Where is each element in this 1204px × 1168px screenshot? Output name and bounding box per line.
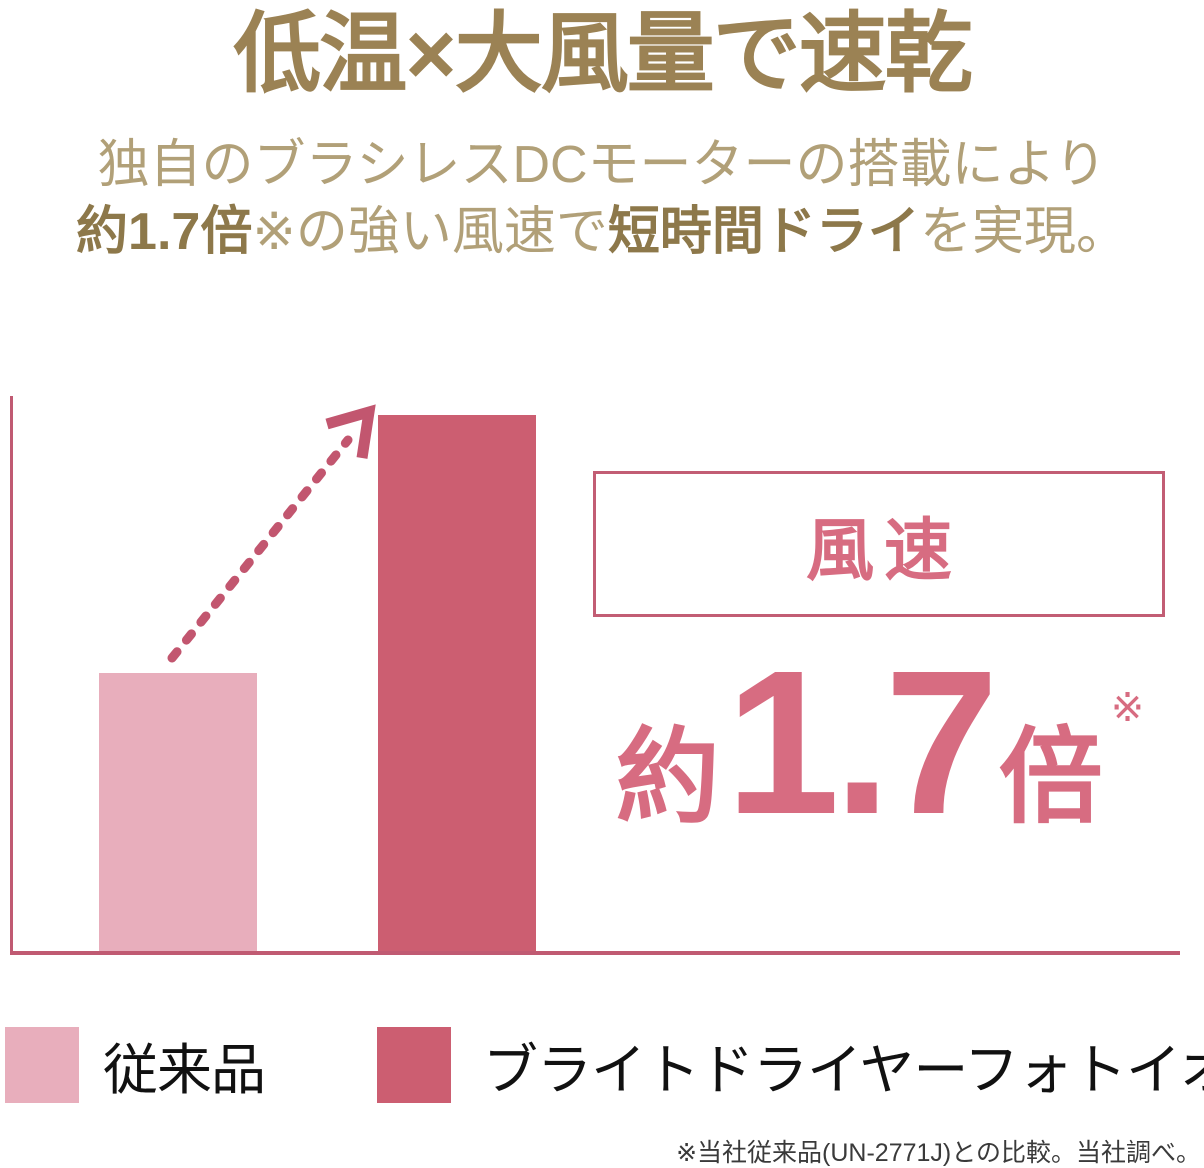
subtitle-line-1: 独自のブラシレスDCモーターの搭載により xyxy=(97,136,1107,194)
legend-item-bright-dryer: ブライトドライヤーフォトイオン xyxy=(377,1025,1204,1105)
legend-label-conventional: 従来品 xyxy=(103,1039,266,1101)
page-title: 低温×大風量で速乾 xyxy=(233,4,972,103)
subtitle-plain-1: ※の強い風速で xyxy=(252,203,608,261)
legend-swatch-bright-dryer xyxy=(377,1027,451,1103)
subtitle-emphasis-drytime: 短時間ドライ xyxy=(607,203,920,261)
subtitle-plain-2: を実現。 xyxy=(919,203,1128,261)
chart-y-axis xyxy=(10,396,13,955)
increase-arrow-icon xyxy=(167,404,376,663)
legend-swatch-conventional xyxy=(5,1027,79,1103)
ratio-prefix: 約 xyxy=(615,720,720,836)
footnote: ※当社従来品(UN-2771J)との比較。当社調べ。 xyxy=(676,1139,1201,1167)
wind-speed-box: 風速 xyxy=(593,471,1165,617)
subtitle-line-2: 約1.7倍※の強い風速で短時間ドライを実現。 xyxy=(0,199,1204,266)
legend-item-conventional: 従来品 xyxy=(5,1025,266,1105)
ratio-callout: 約 1.7 倍 ※ xyxy=(560,640,1200,880)
wind-speed-label: 風速 xyxy=(805,512,962,589)
chart-x-axis xyxy=(10,951,1180,955)
subtitle-emphasis-ratio: 約1.7倍 xyxy=(76,203,253,261)
bar-bright-dryer xyxy=(378,415,536,951)
ratio-suffix: 倍 xyxy=(998,720,1103,836)
ratio-value: 1.7 xyxy=(725,628,999,857)
bar-conventional xyxy=(99,673,257,951)
ratio-note-mark: ※ xyxy=(1110,686,1145,730)
subtitle: 独自のブラシレスDCモーターの搭載により 約1.7倍※の強い風速で短時間ドライを… xyxy=(0,132,1204,266)
legend-label-bright-dryer: ブライトドライヤーフォトイオン xyxy=(483,1039,1204,1101)
